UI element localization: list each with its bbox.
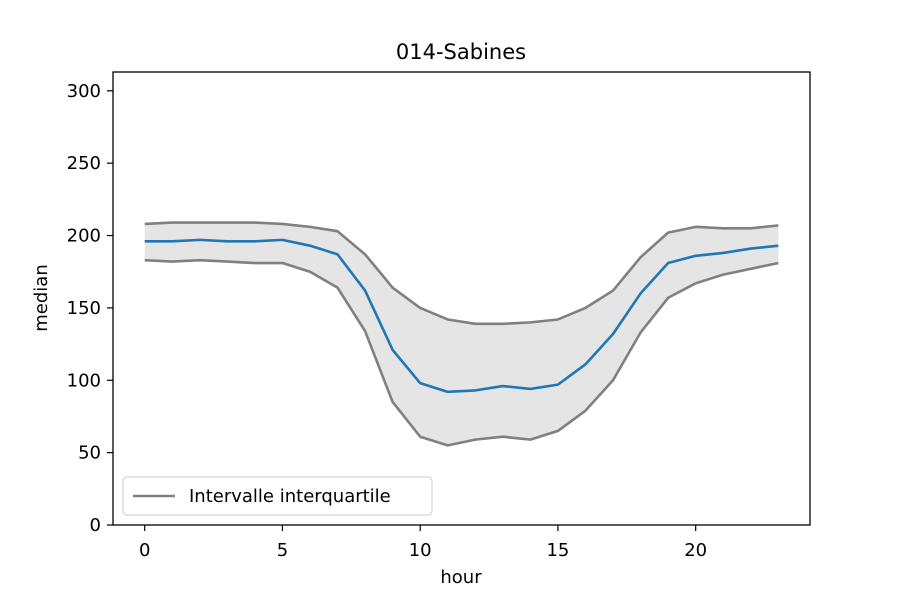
y-tick-label: 250	[67, 153, 101, 174]
series-line-q3	[144, 221, 779, 326]
axes-frame	[112, 71, 811, 526]
legend-label: Intervalle interquartile	[189, 486, 391, 507]
x-tick-label: 0	[139, 540, 150, 561]
interquartile-band	[144, 222, 779, 446]
legend-box	[122, 476, 433, 516]
y-tick-label: 50	[78, 443, 101, 464]
x-tick-label: 20	[684, 540, 707, 561]
x-tick-label: 10	[409, 540, 432, 561]
y-tick-label: 300	[67, 81, 101, 102]
series-line-q1	[144, 258, 779, 447]
y-tick-label: 200	[67, 226, 101, 247]
series-line-median	[144, 238, 779, 394]
x-tick-label: 5	[277, 540, 288, 561]
y-tick-label: 0	[90, 515, 101, 536]
y-tick-label: 100	[67, 370, 101, 391]
x-axis-label: hour	[440, 567, 482, 588]
y-axis-label: median	[31, 264, 52, 331]
chart-title: 014-Sabines	[396, 40, 526, 64]
y-tick-label: 150	[67, 298, 101, 319]
x-tick-label: 15	[546, 540, 569, 561]
